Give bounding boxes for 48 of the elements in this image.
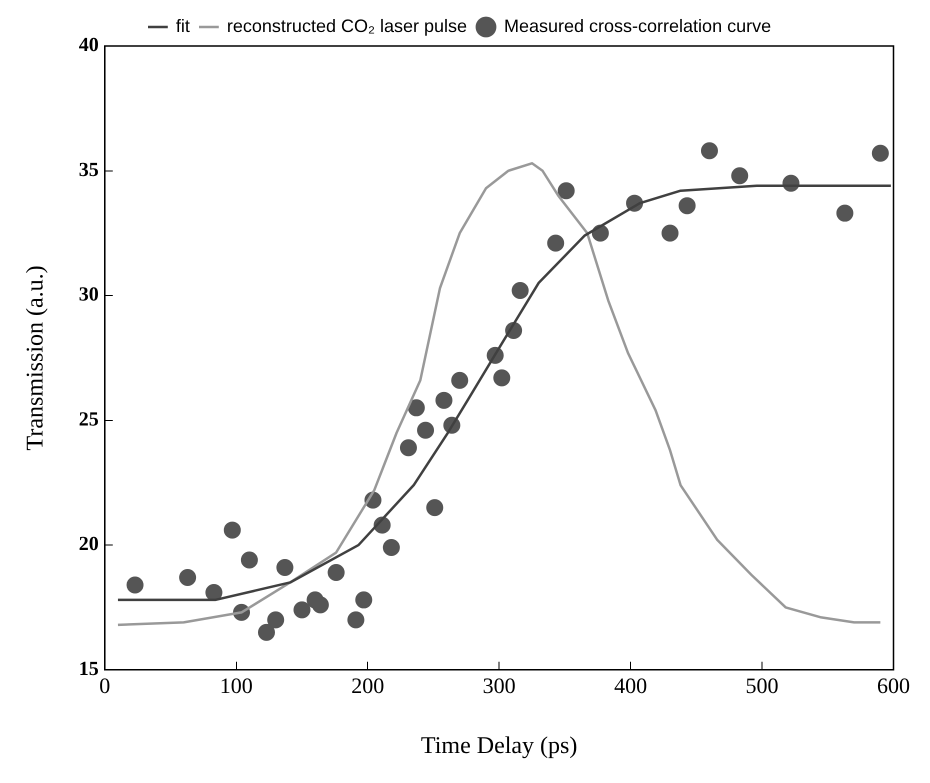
- point: [328, 564, 345, 581]
- point: [731, 167, 748, 184]
- y-tick-label: 25: [78, 408, 99, 430]
- legend-label: reconstructed CO₂ laser pulse: [226, 16, 467, 36]
- point: [662, 224, 679, 242]
- legend-label: Measured cross-correlation curve: [504, 16, 772, 36]
- point: [400, 439, 417, 456]
- x-tick-label: 300: [482, 672, 516, 698]
- point: [678, 197, 696, 214]
- point: [382, 539, 400, 556]
- x-axis-title: Time Delay (ps): [420, 732, 578, 759]
- y-tick-label: 15: [78, 658, 99, 680]
- point: [312, 596, 329, 614]
- y-axis-title: Transmission (a.u.): [22, 265, 49, 450]
- point: [205, 584, 222, 601]
- x-tick-label: 200: [351, 672, 384, 698]
- point: [267, 611, 284, 628]
- point: [408, 399, 425, 416]
- point: [240, 552, 258, 569]
- point: [426, 499, 444, 516]
- point: [872, 144, 889, 162]
- point: [435, 392, 452, 409]
- x-tick-label: 0: [99, 672, 110, 698]
- y-tick-label: 35: [78, 158, 99, 181]
- point: [276, 558, 294, 576]
- point: [417, 422, 434, 439]
- point: [493, 369, 510, 386]
- point: [547, 234, 564, 252]
- x-tick-label: 600: [877, 672, 910, 698]
- point: [258, 624, 275, 641]
- point: [293, 601, 310, 618]
- point: [512, 282, 529, 300]
- point: [179, 568, 196, 586]
- y-tick-label: 40: [78, 34, 99, 56]
- point: [451, 372, 468, 389]
- point: [126, 576, 144, 594]
- point: [347, 611, 364, 628]
- point: [836, 204, 854, 222]
- x-tick-label: 100: [220, 672, 253, 698]
- y-tick-label: 30: [78, 284, 99, 306]
- point: [558, 182, 575, 200]
- point: [355, 591, 372, 608]
- point: [224, 522, 241, 539]
- legend-label: fit: [176, 16, 190, 36]
- point: [700, 142, 718, 160]
- y-tick-label: 20: [78, 533, 99, 556]
- x-tick-label: 500: [746, 672, 779, 698]
- x-tick-label: 400: [614, 672, 648, 698]
